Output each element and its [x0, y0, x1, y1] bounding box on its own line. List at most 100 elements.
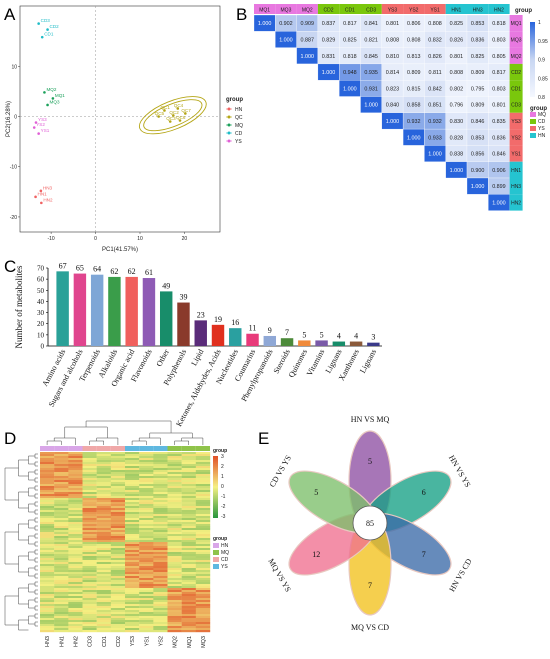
heat-cell: [125, 456, 140, 459]
heat-cell: [82, 562, 97, 565]
heat-left-dendrogram-link: [34, 621, 38, 627]
heat-cell: [181, 476, 197, 479]
bar: [194, 320, 207, 346]
heat-cell: [82, 476, 97, 479]
heat-cell: [181, 500, 197, 503]
heat-cell: [82, 606, 97, 609]
corr-cell-value: 0.909: [301, 21, 315, 27]
bar-y-axis-label: Number of metabolites: [14, 265, 24, 348]
heat-cell: [40, 582, 55, 585]
bar-y-tick-label: 20: [37, 320, 45, 328]
heat-cell: [40, 604, 55, 607]
heat-cell: [110, 464, 126, 467]
corr-top-label: YS3: [388, 8, 398, 14]
heat-cell: [181, 614, 197, 617]
heat-cell: [96, 586, 112, 589]
corr-cell-value: 0.814: [386, 70, 400, 76]
pca-qc-ellipse: [138, 96, 207, 135]
corr-top-group-band: [488, 4, 510, 14]
pca-point: [40, 35, 44, 39]
corr-cell-value: 0.935: [364, 70, 378, 76]
heat-cell: [125, 500, 140, 503]
heat-annotation-cell: [195, 446, 210, 451]
heat-cell: [153, 580, 168, 583]
heat-cell: [181, 576, 197, 579]
corr-right-group-band: [509, 145, 523, 162]
corr-right-group-band: [509, 178, 523, 195]
heat-cell: [139, 628, 154, 631]
heat-cell: [68, 562, 83, 565]
bar-y-tick-label: 70: [37, 265, 45, 273]
heat-cell: [54, 570, 69, 573]
heat-cell: [96, 500, 112, 503]
heat-cell: [167, 566, 182, 569]
heat-cell: [195, 464, 211, 467]
heat-cell: [125, 598, 140, 601]
heat-cell: [167, 472, 182, 475]
heat-cell: [110, 630, 126, 633]
heat-cell: [167, 494, 182, 497]
heat-cell: [82, 628, 97, 631]
corr-top-label: CD3: [366, 8, 376, 14]
heat-cell: [167, 616, 182, 619]
heat-cell: [195, 476, 211, 479]
heat-cell: [82, 550, 97, 553]
heat-cell: [68, 540, 83, 543]
heat-cell: [96, 624, 112, 627]
heat-cell: [54, 490, 69, 493]
heat-cell: [96, 466, 112, 469]
bar-y-tick-label: 40: [37, 298, 45, 306]
heat-cell: [139, 580, 154, 583]
heat-cell: [153, 558, 168, 561]
heat-cell: [110, 454, 126, 457]
heat-cell: [54, 612, 69, 615]
heat-cell: [68, 620, 83, 623]
heat-left-dendrogram-link: [34, 461, 38, 467]
heat-cell: [181, 622, 197, 625]
heat-cell: [153, 596, 168, 599]
corr-cell-value: 1.000: [428, 152, 442, 158]
heat-cell: [153, 550, 168, 553]
heat-cell: [139, 598, 154, 601]
heat-cell: [167, 516, 182, 519]
heat-cell: [54, 534, 69, 537]
corr-cell-value: 1.000: [301, 54, 315, 60]
heat-cell: [181, 626, 197, 629]
heat-cell: [125, 572, 140, 575]
bar-value-label: 65: [76, 264, 84, 273]
corr-cell-value: 0.887: [301, 37, 315, 43]
heat-cell: [195, 600, 211, 603]
heat-cell: [82, 560, 97, 563]
bar-value-label: 4: [337, 332, 341, 341]
heat-cell: [125, 548, 140, 551]
heat-annotation-cell: [40, 446, 55, 451]
heat-cell: [125, 538, 140, 541]
corr-cell-value: 0.823: [386, 86, 400, 92]
heat-cell: [181, 572, 197, 575]
heat-cell: [68, 624, 83, 627]
heat-cell: [96, 570, 112, 573]
heat-cell: [153, 488, 168, 491]
heat-cell: [54, 568, 69, 571]
heat-cell: [82, 610, 97, 613]
heat-cell: [68, 528, 83, 531]
heat-cell: [68, 530, 83, 533]
heat-cell: [153, 592, 168, 595]
heat-cell: [139, 534, 154, 537]
corr-right-group-band: [509, 31, 523, 48]
heat-top-dendrogram-link: [46, 440, 62, 445]
heat-cell: [167, 482, 182, 485]
heat-cell: [40, 558, 55, 561]
corr-cell-value: 0.846: [492, 152, 506, 158]
heat-cell: [110, 490, 126, 493]
heat-cell: [54, 564, 69, 567]
heat-cell: [153, 510, 168, 513]
heat-cell: [40, 580, 55, 583]
heat-cell: [82, 494, 97, 497]
heat-left-dendrogram-link: [34, 477, 38, 483]
heat-cell: [195, 630, 211, 633]
corr-cell-value: 0.932: [428, 119, 442, 125]
heat-cell: [139, 624, 154, 627]
heat-cell: [167, 586, 182, 589]
heat-cell: [181, 458, 197, 461]
